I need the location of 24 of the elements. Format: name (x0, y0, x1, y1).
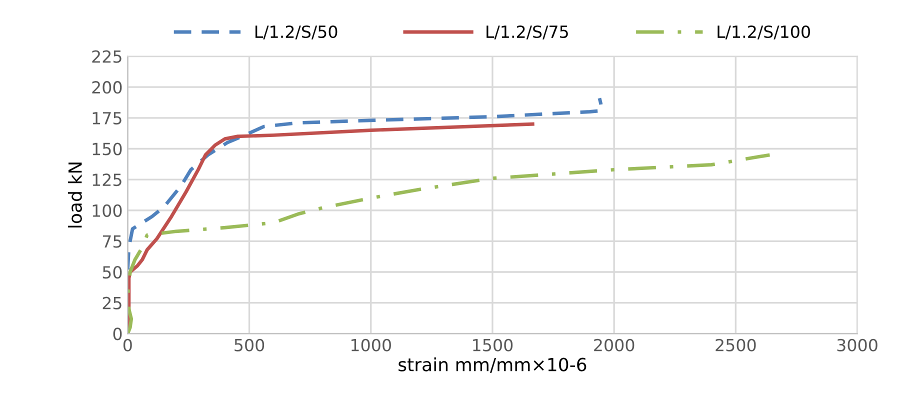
y-tick-label: 25 (102, 296, 122, 310)
legend-label: L/1.2/S/100 (718, 25, 810, 40)
line-series (128, 153, 772, 334)
legend-label: L/1.2/S/50 (256, 25, 338, 40)
x-tick-label: 1000 (352, 338, 391, 352)
x-tick-label: 1500 (473, 338, 513, 352)
y-axis-title: load kN (68, 162, 82, 228)
legend-label: L/1.2/S/75 (486, 25, 568, 40)
x-axis-title: strain mm/mm×10-6 (398, 357, 586, 373)
y-tick-label: 150 (92, 142, 122, 156)
y-tick-label: 200 (92, 81, 122, 94)
y-tick-label: 125 (92, 174, 122, 186)
y-tick-label: 175 (92, 112, 122, 124)
y-tick-label: 75 (102, 235, 122, 248)
x-tick-label: 2500 (716, 338, 756, 352)
y-tick-label: 225 (92, 50, 122, 63)
x-tick-label: 0 (123, 338, 132, 352)
x-tick-label: 3000 (837, 338, 878, 352)
y-tick-label: 0 (113, 328, 122, 340)
line-series (128, 96, 604, 272)
y-tick-label: 100 (92, 204, 122, 217)
y-tick-label: 50 (102, 266, 122, 279)
x-tick-label: 2000 (594, 338, 634, 352)
x-tick-label: 500 (234, 338, 264, 352)
